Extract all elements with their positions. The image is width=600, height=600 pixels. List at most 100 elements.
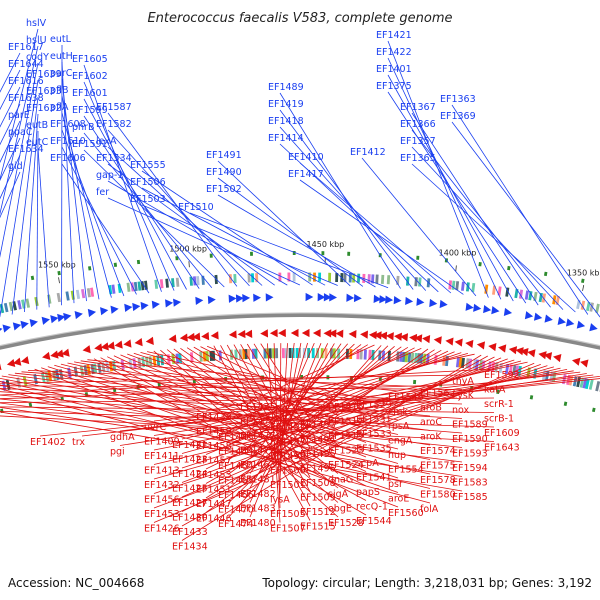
forward-feature-block: [196, 276, 200, 286]
forward-gene-label: EF1633: [26, 86, 62, 97]
reverse-label-leader: [100, 357, 367, 501]
forward-feature-block: [292, 272, 296, 282]
forward-feature-block: [25, 298, 31, 308]
inner-marker: [496, 389, 500, 394]
forward-gene-arrow: [63, 312, 72, 322]
forward-label-leader: [0, 137, 21, 182]
forward-label-leader: [83, 64, 162, 292]
forward-feature-block: [576, 299, 581, 310]
reverse-gene-label: EF1483: [240, 504, 276, 515]
reverse-gene-label: gdhA: [110, 432, 135, 443]
reverse-gene-label: EF1447: [196, 499, 232, 510]
reverse-gene-label: EF1592: [484, 370, 520, 381]
reverse-label-leader: [153, 365, 548, 494]
reverse-label-leader: [279, 342, 302, 451]
forward-feature-block: [233, 273, 237, 284]
forward-gene-arrow: [235, 294, 244, 303]
reverse-gene-label: EF1438: [196, 412, 232, 423]
reverse-label-leader: [0, 368, 495, 396]
forward-gene-arrow: [503, 307, 513, 316]
forward-gene-label: EF1412: [350, 147, 386, 158]
inner-marker: [529, 395, 534, 400]
reverse-gene-label: EF1501: [270, 480, 306, 491]
reverse-gene-label: EF1497: [270, 437, 306, 448]
reverse-feature-block: [363, 349, 367, 360]
reverse-gene-label: EF1533: [356, 429, 392, 440]
forward-gene-arrow: [429, 298, 438, 308]
inner-marker: [591, 407, 596, 413]
reverse-feature-block: [475, 359, 480, 370]
reverse-gene-label: EF1519: [328, 431, 364, 442]
reverse-gene-label: EF1455: [196, 470, 232, 481]
reverse-gene-arrow: [422, 334, 431, 344]
forward-gene-arrow: [151, 300, 160, 309]
forward-label-leader: [0, 171, 21, 219]
reverse-feature-block: [337, 348, 341, 359]
forward-gene-arrow: [132, 302, 141, 312]
reverse-gene-label: EF1562: [420, 388, 456, 399]
outer-marker: [175, 256, 179, 261]
forward-label-leader: [387, 91, 527, 304]
forward-gene-label: EF1587: [96, 102, 132, 113]
genome-title: Enterococcus faecalis V583, complete gen…: [147, 11, 452, 26]
forward-gene-label: EF1421: [376, 30, 412, 41]
forward-gene-arrow: [207, 295, 216, 305]
forward-feature-block: [86, 288, 91, 298]
reverse-gene-label: aroC: [420, 417, 442, 428]
outer-marker: [250, 251, 253, 256]
reverse-gene-arrow: [55, 349, 64, 358]
forward-feature-block: [514, 288, 519, 299]
reverse-gene-arrow: [290, 328, 299, 338]
reverse-feature-block: [584, 378, 590, 390]
forward-gene-label: EF1414: [268, 133, 304, 144]
reverse-feature-block: [52, 370, 57, 381]
forward-label-leader: [217, 194, 376, 288]
forward-feature-block: [137, 281, 142, 291]
reverse-gene-label: EF1594: [452, 463, 488, 474]
reverse-gene-label: EF1583: [452, 478, 488, 489]
forward-gene-label: EF1582: [96, 119, 132, 130]
forward-label-leader: [361, 157, 477, 297]
reverse-label-leader: [181, 358, 508, 483]
reverse-feature-block: [288, 347, 292, 359]
forward-gene-label: parC: [50, 68, 73, 79]
forward-gene-label: EF1418: [268, 116, 304, 127]
forward-gene-label: eutB: [26, 120, 48, 131]
forward-gene-label: fer: [96, 187, 109, 198]
forward-feature-block: [90, 287, 95, 297]
backbone-highlight: [0, 312, 600, 347]
forward-feature-block: [348, 273, 352, 283]
reverse-gene-label: EF1463: [240, 460, 276, 471]
reverse-gene-arrow: [433, 336, 442, 345]
forward-label-leader: [141, 170, 313, 286]
reverse-gene-label: EF1473: [240, 446, 276, 457]
reverse-gene-label: EF1523: [328, 446, 364, 457]
accession-text: Accession: NC_004668: [8, 576, 144, 590]
reverse-label-leader: [107, 356, 367, 487]
reverse-gene-label: EF1464: [218, 461, 254, 472]
reverse-gene-arrow: [94, 343, 103, 352]
reverse-feature-block: [254, 348, 258, 359]
outer-marker: [209, 253, 213, 258]
forward-gene-arrow: [416, 297, 425, 306]
kbp-tick-mark: [58, 277, 60, 284]
reverse-label-leader: [0, 402, 463, 463]
reverse-feature-block: [175, 353, 180, 364]
reverse-gene-label: EF1544: [356, 516, 392, 527]
reverse-gene-arrow: [269, 329, 278, 338]
forward-gene-label: ppaC: [8, 127, 33, 138]
reverse-label-leader: [147, 351, 367, 400]
reverse-gene-arrow: [368, 331, 377, 340]
forward-label-leader: [83, 132, 213, 288]
forward-label-leader: [24, 113, 39, 313]
forward-gene-arrow: [524, 311, 534, 320]
reverse-feature-block: [307, 347, 311, 359]
forward-gene-arrow: [140, 301, 149, 311]
forward-feature-block: [126, 282, 131, 292]
forward-label-leader: [61, 129, 125, 297]
forward-gene-arrow: [323, 293, 332, 302]
reverse-gene-arrow: [179, 333, 188, 342]
reverse-gene-label: hup: [388, 450, 406, 461]
forward-gene-arrow: [544, 314, 553, 323]
reverse-feature-block: [311, 348, 315, 359]
